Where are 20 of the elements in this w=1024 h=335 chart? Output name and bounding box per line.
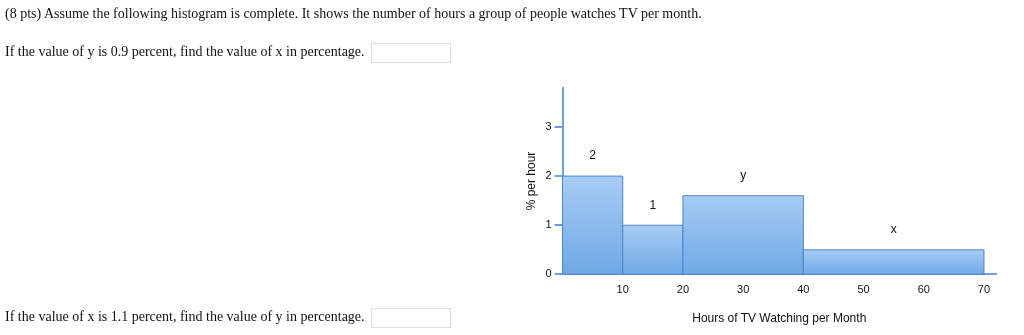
- text: If the value of y is 0.9 percent, find the value of x in percentage.: [5, 43, 366, 62]
- y-axis-title: % per hour: [523, 151, 538, 211]
- x-tick-label: 20: [676, 283, 690, 296]
- x-tick-label: 60: [917, 283, 930, 296]
- text: (8 pts) Assume the following histogram is complete. It shows the number of hours a group of people watches TV per month.: [5, 6, 702, 22]
- data-label: x: [890, 222, 897, 237]
- x-tick-label: 70: [977, 283, 991, 296]
- y-tick-label: 0: [545, 267, 552, 280]
- data-label: 1: [649, 197, 657, 212]
- x-tick-label: 50: [857, 283, 870, 296]
- x-tick-label: 30: [737, 283, 750, 296]
- text: If the value of x is 1.1 percent, find the value of y in percentage.: [5, 308, 366, 327]
- y-tick-label: 3: [545, 119, 552, 132]
- x-tick-label: 40: [797, 283, 810, 296]
- x-axis-title: Hours of TV Watching per Month: [692, 311, 867, 326]
- x-tick-label: 10: [616, 283, 629, 296]
- y-tick-label: 1: [545, 218, 552, 231]
- data-label: y: [740, 168, 747, 183]
- y-tick-label: 2: [545, 169, 552, 182]
- data-label: 2: [589, 148, 597, 163]
